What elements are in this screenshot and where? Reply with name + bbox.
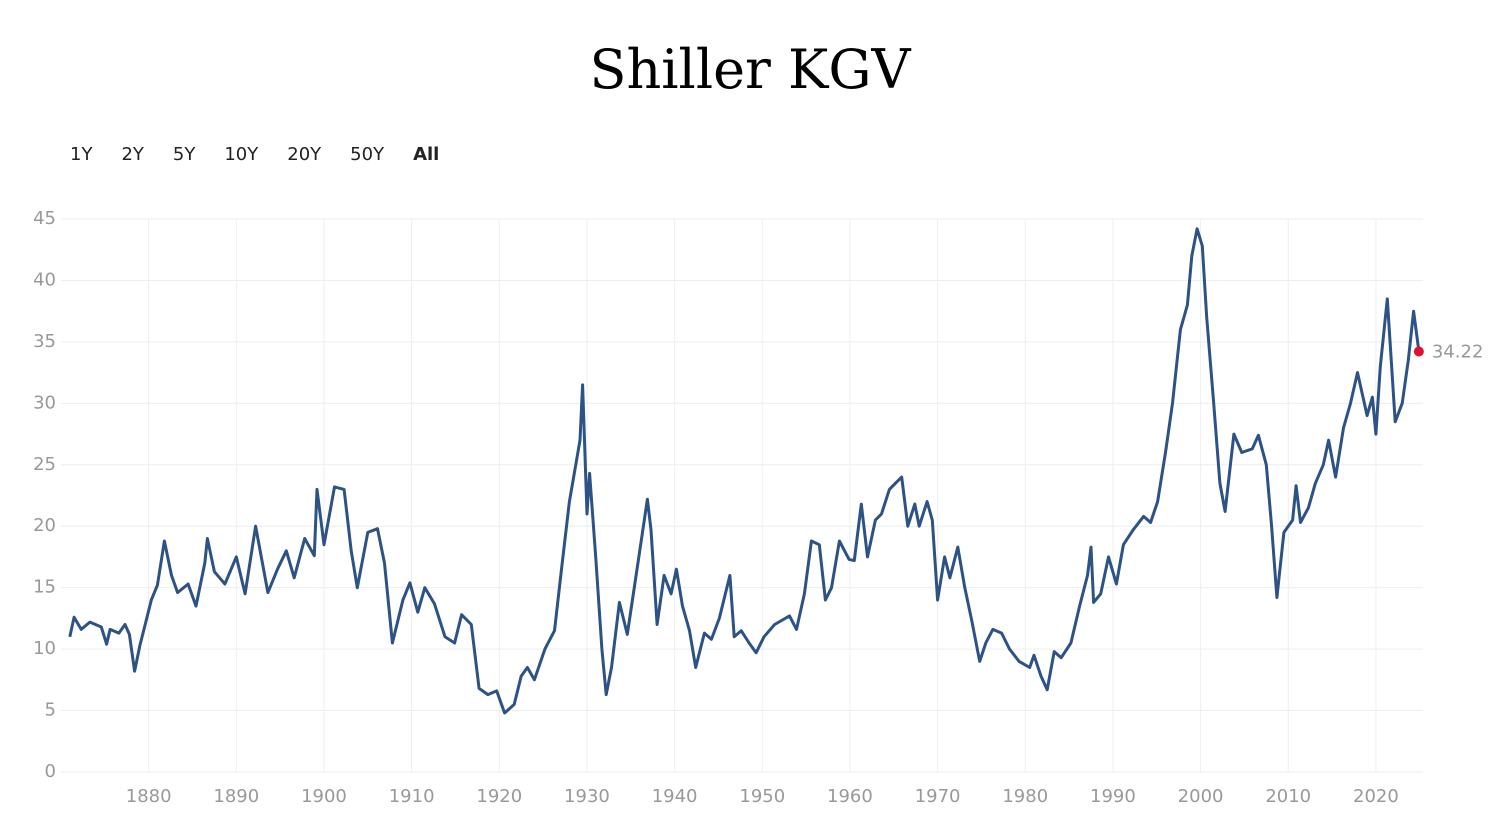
x-tick-label: 1890 [213,786,259,807]
range-button[interactable]: 5Y [163,142,205,167]
x-tick-label: 1910 [389,786,435,807]
range-button[interactable]: 2Y [111,142,153,167]
line [68,227,1421,715]
y-tick-label: 30 [33,392,56,413]
end-label: 34.22 [1432,341,1484,362]
y-tick-label: 25 [33,454,56,475]
y-tick-label: 20 [33,515,56,536]
range-button[interactable]: 50Y [340,142,394,167]
y-tick-label: 35 [33,331,56,352]
x-tick-label: 1960 [827,786,873,807]
x-tick-label: 1970 [915,786,961,807]
x-tick-label: 1880 [126,786,172,807]
range-button[interactable]: 10Y [214,142,268,167]
x-tick-label: 2000 [1178,786,1224,807]
x-tick-label: 1920 [476,786,522,807]
x-tick-label: 1940 [652,786,698,807]
x-tick-label: 1950 [739,786,785,807]
y-tick-label: 10 [33,638,56,659]
x-tick-label: 1900 [301,786,347,807]
end-point [1413,346,1424,357]
chart-title: Shiller KGV [590,38,912,101]
range-buttons: 1Y 2Y 5Y 10Y 20Y 50Y All [60,142,458,167]
y-tick-label: 15 [33,577,56,598]
x-tick-label: 1930 [564,786,610,807]
x-tick-label: 1990 [1090,786,1136,807]
y-tick-label: 5 [45,700,56,721]
range-button[interactable]: 20Y [277,142,331,167]
range-button[interactable]: 1Y [60,142,102,167]
x-tick-label: 1980 [1002,786,1048,807]
y-tick-label: 45 [33,208,56,229]
y-tick-label: 40 [33,269,56,290]
range-button[interactable]: All [403,142,449,167]
y-tick-label: 0 [45,761,56,782]
x-tick-label: 2010 [1265,786,1311,807]
x-tick-label: 2020 [1353,786,1399,807]
